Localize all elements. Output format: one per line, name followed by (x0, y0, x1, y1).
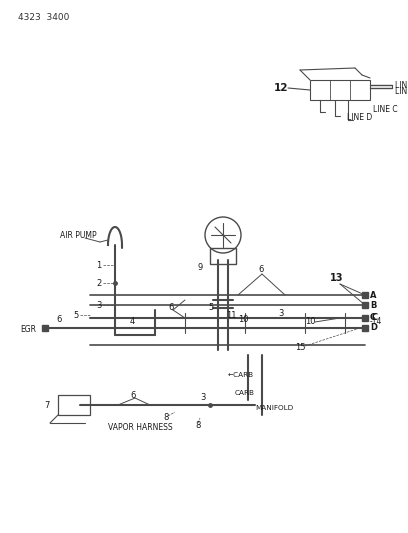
Text: EGR: EGR (20, 326, 36, 335)
Text: C: C (372, 313, 378, 322)
Text: 5: 5 (208, 303, 213, 312)
Text: 2: 2 (96, 279, 101, 287)
Text: 6: 6 (258, 265, 264, 274)
Text: ←CARB: ←CARB (228, 372, 254, 378)
Text: MANIFOLD: MANIFOLD (255, 405, 293, 411)
Text: LINE C: LINE C (373, 106, 398, 115)
Text: 3: 3 (200, 392, 205, 401)
Text: 13: 13 (330, 273, 344, 283)
Text: 3: 3 (278, 309, 284, 318)
Text: CARB: CARB (235, 390, 255, 396)
Text: 3: 3 (96, 301, 101, 310)
Text: D: D (370, 324, 377, 333)
Text: 1: 1 (96, 261, 101, 270)
Text: 10: 10 (305, 318, 315, 327)
Text: 6: 6 (168, 303, 173, 312)
Text: -14: -14 (370, 317, 382, 326)
Text: 10: 10 (238, 316, 248, 325)
Text: LINE B: LINE B (395, 86, 408, 95)
Text: 8: 8 (195, 421, 200, 430)
Text: LINE A: LINE A (395, 80, 408, 90)
Text: 15: 15 (295, 343, 306, 352)
Text: B: B (370, 301, 376, 310)
Text: LINE D: LINE D (347, 114, 372, 123)
Text: 6: 6 (130, 392, 135, 400)
Text: 9: 9 (198, 263, 203, 272)
Text: 4: 4 (130, 318, 135, 327)
Text: 6: 6 (56, 316, 61, 325)
Text: 11: 11 (226, 311, 237, 319)
Text: 7: 7 (44, 400, 49, 409)
Text: A: A (370, 290, 377, 300)
Text: VAPOR HARNESS: VAPOR HARNESS (108, 424, 173, 432)
Text: AIR PUMP: AIR PUMP (60, 230, 97, 239)
Text: 12: 12 (274, 83, 288, 93)
Text: 5: 5 (73, 311, 78, 319)
Text: 4323  3400: 4323 3400 (18, 13, 69, 22)
Text: C: C (370, 313, 376, 322)
Text: 8: 8 (163, 414, 169, 423)
